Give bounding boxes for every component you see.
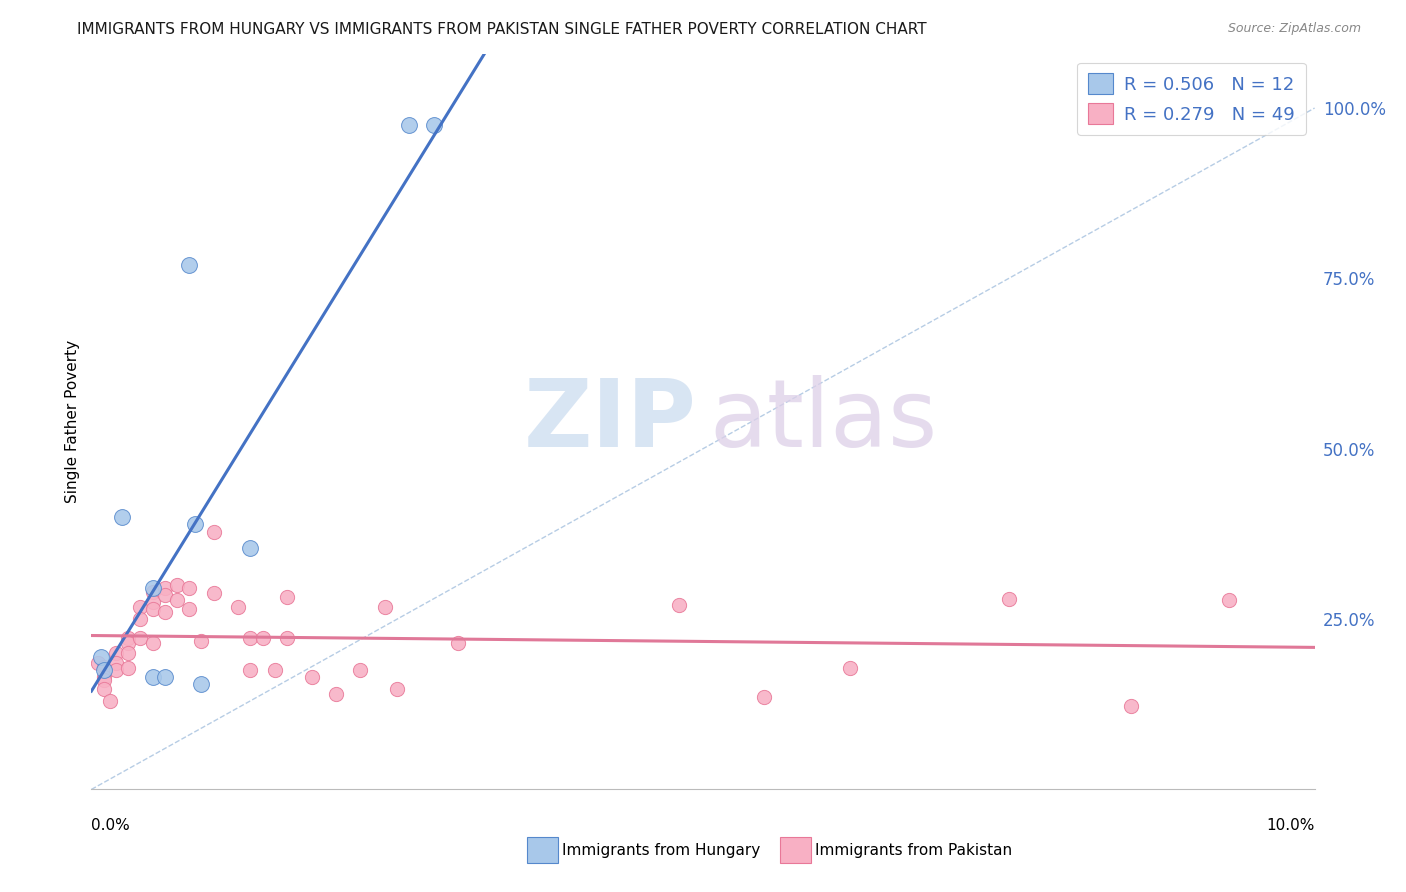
Point (374, 599, 396, 614)
Point (447, 636, 470, 650)
Text: atlas: atlas (709, 376, 938, 467)
Point (276, 631, 298, 645)
Point (141, 636, 163, 650)
Point (754, 690, 776, 705)
Point (668, 599, 690, 613)
Point (104, 657, 127, 671)
Text: 10.0%: 10.0% (1267, 818, 1315, 832)
Point (93, 681, 115, 696)
Point (276, 591, 298, 605)
Point (1218, 593, 1240, 607)
Point (349, 663, 371, 677)
Point (141, 584, 163, 599)
Point (179, 258, 201, 272)
Text: IMMIGRANTS FROM HUNGARY VS IMMIGRANTS FROM PAKISTAN SINGLE FATHER POVERTY CORREL: IMMIGRANTS FROM HUNGARY VS IMMIGRANTS FR… (77, 22, 927, 37)
Point (153, 605, 176, 619)
Point (301, 670, 323, 684)
Point (111, 509, 134, 524)
Text: ZIP: ZIP (524, 376, 697, 467)
Point (239, 631, 262, 645)
Point (153, 582, 176, 596)
Text: 0.0%: 0.0% (91, 818, 131, 832)
Text: Immigrants from Pakistan: Immigrants from Pakistan (815, 843, 1012, 857)
Point (166, 593, 188, 607)
Point (998, 591, 1021, 606)
Point (252, 631, 274, 645)
Point (86, 657, 108, 671)
Point (179, 602, 201, 616)
Point (93, 660, 115, 674)
Point (1121, 699, 1143, 714)
Point (93, 663, 115, 677)
Point (104, 646, 127, 660)
Point (166, 578, 188, 592)
Point (838, 661, 860, 675)
Point (202, 524, 225, 539)
Point (184, 516, 207, 531)
Point (226, 599, 249, 614)
Point (385, 681, 409, 696)
Point (117, 631, 139, 645)
Point (423, 118, 446, 132)
Point (117, 646, 139, 660)
Point (90, 649, 112, 664)
Point (398, 118, 420, 132)
Point (190, 677, 212, 691)
Point (325, 687, 347, 701)
Point (264, 663, 287, 677)
Point (104, 663, 127, 677)
Point (141, 602, 163, 616)
Text: Source: ZipAtlas.com: Source: ZipAtlas.com (1227, 22, 1361, 36)
Text: Immigrants from Hungary: Immigrants from Hungary (562, 843, 761, 857)
Point (239, 663, 262, 677)
Point (190, 633, 212, 648)
Point (153, 588, 176, 602)
Point (153, 670, 176, 684)
Point (129, 631, 152, 645)
Legend: R = 0.506   N = 12, R = 0.279   N = 49: R = 0.506 N = 12, R = 0.279 N = 49 (1077, 62, 1306, 135)
Point (239, 541, 262, 555)
Point (129, 599, 152, 614)
Point (141, 670, 163, 684)
Y-axis label: Single Father Poverty: Single Father Poverty (65, 340, 80, 503)
Point (202, 586, 225, 600)
Point (129, 612, 152, 626)
Point (141, 595, 163, 609)
Point (117, 636, 139, 650)
Point (93, 673, 115, 688)
Point (117, 661, 139, 675)
Point (179, 582, 201, 596)
Point (93, 670, 115, 684)
Point (141, 582, 163, 596)
Point (98, 694, 121, 708)
